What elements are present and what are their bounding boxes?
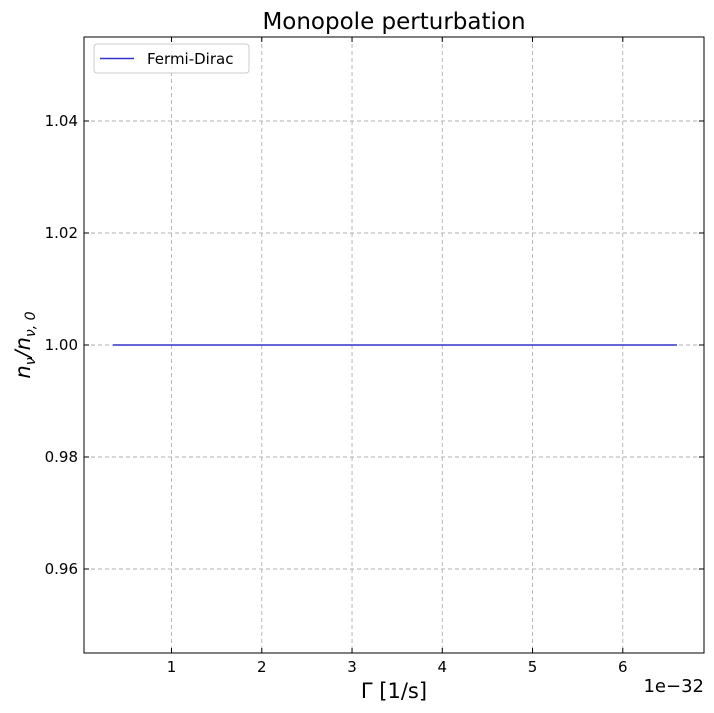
x-tick-label: 2 [257,658,267,676]
legend-box [93,43,250,74]
y-label-n2: n [11,337,35,350]
y-tick-label: 1.00 [45,336,78,354]
legend: Fermi-Dirac [93,43,250,74]
y-label-sub2: ν, 0 [23,311,39,337]
x-offset-label: 1e−32 [643,676,704,697]
y-tick-label: 0.96 [45,560,78,578]
x-ticks: 1 2 3 4 5 6 [167,37,628,676]
x-tick-label: 5 [528,658,538,676]
x-tick-label: 6 [618,658,628,676]
y-axis-label: nν/nν, 0 [11,311,39,378]
x-tick-label: 4 [438,658,448,676]
x-axis-label: Γ [1/s] [361,679,427,703]
legend-label: Fermi-Dirac [147,50,233,68]
x-tick-label: 1 [167,658,177,676]
y-tick-label: 1.04 [45,112,78,130]
y-tick-label: 0.98 [45,448,78,466]
y-ticks: 0.96 0.98 1.00 1.02 1.04 [45,112,704,578]
x-tick-label: 3 [347,658,357,676]
y-label-sub1: ν [23,357,39,365]
y-tick-label: 1.02 [45,224,78,242]
y-label-slash: / [11,348,35,359]
y-label-n1: n [11,365,35,378]
chart-title: Monopole perturbation [262,9,525,35]
